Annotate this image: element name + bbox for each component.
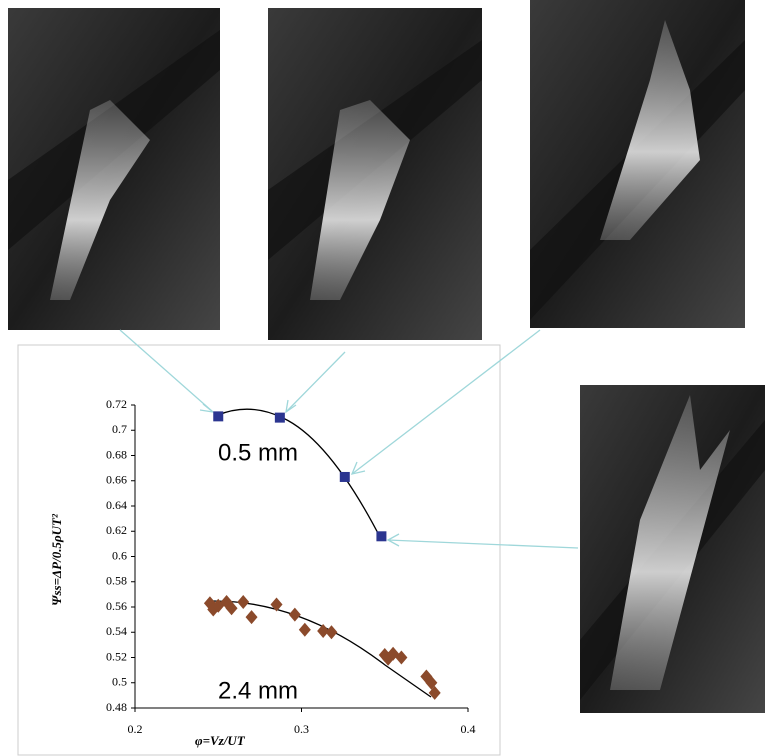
point <box>288 607 301 622</box>
x-axis-label: φ=Vz/UT <box>195 733 246 748</box>
annotation: 2.4 mm <box>218 677 298 704</box>
y-tick-label: 0.64 <box>106 498 127 512</box>
annotation: 0.5 mm <box>218 439 298 466</box>
point <box>428 685 441 700</box>
point <box>376 531 387 542</box>
point <box>213 411 224 422</box>
y-tick-label: 0.48 <box>106 700 127 714</box>
y-tick-label: 0.72 <box>106 397 127 411</box>
y-tick-label: 0.62 <box>106 523 127 537</box>
y-tick-label: 0.7 <box>112 422 127 436</box>
point <box>270 597 283 612</box>
photo <box>530 0 745 328</box>
y-tick-label: 0.66 <box>106 473 127 487</box>
point <box>339 471 350 482</box>
point <box>298 622 311 637</box>
y-tick-label: 0.52 <box>106 649 127 663</box>
fit-curve <box>210 600 432 698</box>
x-tick-label: 0.3 <box>294 722 309 736</box>
x-tick-label: 0.2 <box>128 722 143 736</box>
point <box>325 625 338 640</box>
y-tick-label: 0.54 <box>106 624 127 638</box>
point <box>225 601 238 616</box>
fit-curve <box>217 408 382 540</box>
point <box>237 594 250 609</box>
y-axis-label: Ψss=ΔP/0.5ρUT² <box>49 513 64 606</box>
point <box>274 412 285 423</box>
y-tick-label: 0.68 <box>106 447 127 461</box>
chart-panel <box>17 344 501 756</box>
y-tick-label: 0.56 <box>106 599 127 613</box>
y-tick-label: 0.5 <box>112 675 127 689</box>
y-tick-label: 0.58 <box>106 574 127 588</box>
point <box>317 623 330 638</box>
arrow <box>119 329 579 549</box>
point <box>245 610 258 625</box>
x-tick-label: 0.4 <box>461 722 476 736</box>
y-tick-label: 0.6 <box>112 548 127 562</box>
photo <box>268 8 482 340</box>
photo <box>580 385 765 713</box>
point <box>395 650 408 665</box>
photo <box>8 8 220 330</box>
